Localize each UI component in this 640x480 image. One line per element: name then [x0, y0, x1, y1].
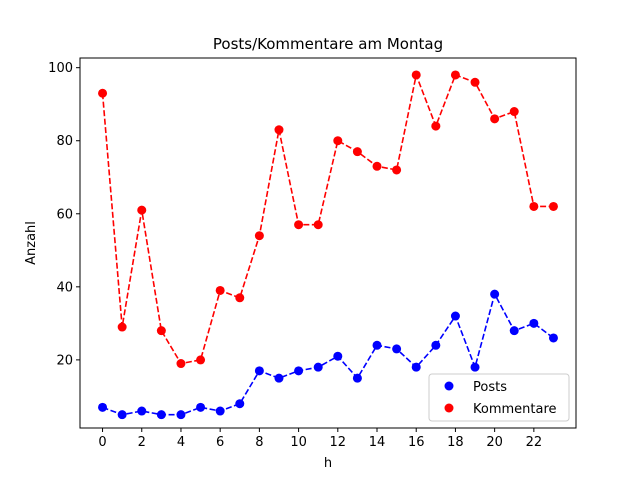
series-posts	[98, 289, 558, 420]
y-axis-label: Anzahl	[24, 221, 39, 265]
data-point-kommentare	[137, 205, 147, 215]
data-point-posts	[235, 399, 245, 409]
y-tick-label: 80	[56, 134, 73, 149]
data-point-posts	[431, 340, 441, 350]
data-point-kommentare	[392, 165, 402, 175]
data-point-kommentare	[490, 114, 500, 124]
x-axis-ticks: 0 2 4 6 8 10 12 14 16 18 20 22	[98, 428, 542, 450]
data-point-posts	[333, 351, 343, 361]
legend-label-kommentare: Kommentare	[473, 402, 557, 417]
data-point-kommentare	[176, 359, 186, 369]
y-axis-ticks: 20 40 60 80 100	[48, 61, 80, 368]
data-point-kommentare	[333, 136, 343, 146]
data-point-posts	[490, 289, 500, 299]
data-point-kommentare	[215, 285, 225, 295]
data-point-kommentare	[431, 121, 441, 131]
data-point-posts	[294, 366, 304, 376]
legend-label-posts: Posts	[473, 380, 507, 395]
data-point-posts	[156, 410, 166, 420]
x-tick-label: 6	[216, 435, 224, 450]
y-tick-label: 60	[56, 207, 73, 222]
x-tick-label: 12	[330, 435, 347, 450]
data-point-posts	[450, 311, 460, 321]
data-point-posts	[196, 402, 206, 412]
data-point-kommentare	[117, 322, 127, 332]
legend-marker-kommentare	[444, 403, 454, 413]
x-tick-label: 2	[138, 435, 146, 450]
data-point-posts	[117, 410, 127, 420]
legend-marker-posts	[444, 381, 454, 391]
data-point-kommentare	[235, 293, 245, 303]
data-point-posts	[529, 318, 539, 328]
x-tick-label: 10	[290, 435, 307, 450]
data-point-kommentare	[313, 220, 323, 230]
data-point-kommentare	[156, 326, 166, 336]
data-point-posts	[470, 362, 480, 372]
data-point-posts	[411, 362, 421, 372]
series-kommentare	[98, 70, 558, 369]
data-point-posts	[98, 402, 108, 412]
data-point-posts	[176, 410, 186, 420]
data-point-kommentare	[529, 201, 539, 211]
data-point-kommentare	[352, 147, 362, 157]
legend-box	[428, 373, 570, 422]
x-tick-label: 20	[486, 435, 503, 450]
data-point-kommentare	[98, 88, 108, 98]
x-tick-label: 14	[369, 435, 386, 450]
data-point-kommentare	[509, 107, 519, 117]
data-point-kommentare	[294, 220, 304, 230]
series-line-kommentare	[101, 72, 554, 365]
x-axis-label: h	[324, 456, 332, 471]
x-tick-label: 0	[98, 435, 106, 450]
data-point-posts	[548, 333, 558, 343]
x-tick-label: 8	[255, 435, 263, 450]
y-tick-label: 100	[48, 61, 73, 76]
data-point-kommentare	[470, 77, 480, 87]
data-point-kommentare	[274, 125, 284, 135]
data-point-posts	[372, 340, 382, 350]
data-point-posts	[215, 406, 225, 416]
data-point-kommentare	[196, 355, 206, 365]
data-point-kommentare	[372, 161, 382, 171]
data-point-posts	[392, 344, 402, 354]
data-point-posts	[509, 326, 519, 336]
data-point-posts	[254, 366, 264, 376]
data-point-posts	[313, 362, 323, 372]
plot-area	[80, 58, 576, 428]
x-tick-label: 4	[177, 435, 185, 450]
x-tick-label: 16	[408, 435, 425, 450]
series-layer	[98, 70, 558, 420]
legend: Posts Kommentare	[428, 373, 570, 422]
x-tick-label: 22	[526, 435, 543, 450]
data-point-posts	[137, 406, 147, 416]
data-point-posts	[274, 373, 284, 383]
y-tick-label: 20	[56, 353, 73, 368]
data-point-kommentare	[411, 70, 421, 80]
data-point-posts	[352, 373, 362, 383]
x-tick-label: 18	[447, 435, 464, 450]
chart-title: Posts/Kommentare am Montag	[213, 35, 443, 53]
data-point-kommentare	[254, 231, 264, 241]
plot-frame	[79, 57, 577, 429]
y-tick-label: 40	[56, 280, 73, 295]
data-point-kommentare	[450, 70, 460, 80]
data-point-kommentare	[548, 201, 558, 211]
